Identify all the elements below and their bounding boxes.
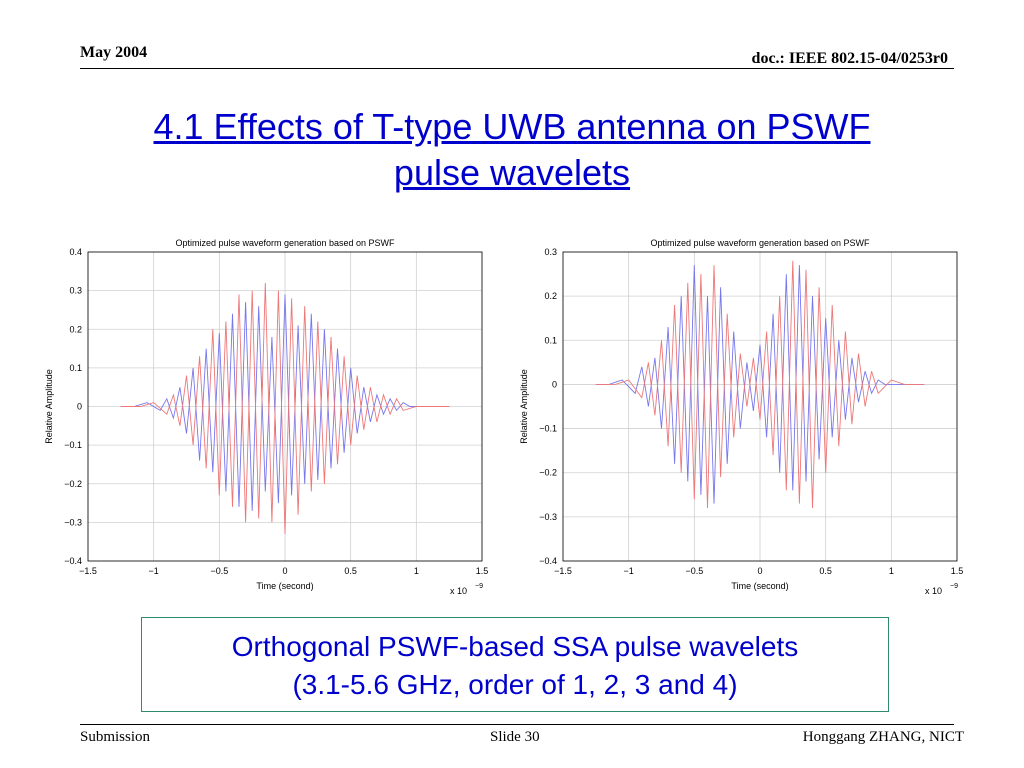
y-tick-label: 0.1 <box>69 363 82 373</box>
header-date: May 2004 <box>80 44 148 61</box>
chart-left: Optimized pulse waveform generation base… <box>40 230 490 600</box>
x-multiplier-label: x 10 <box>450 586 467 596</box>
x-tick-label: 0 <box>282 566 287 576</box>
x-tick-label: −1.5 <box>554 566 572 576</box>
slide-title-line2: pulse wavelets <box>393 152 631 193</box>
y-axis-label: Relative Amplitude <box>519 369 529 444</box>
series-line-2 <box>595 260 925 509</box>
footer-divider <box>80 724 954 725</box>
y-tick-label: −0.3 <box>64 517 82 527</box>
caption-box: Orthogonal PSWF-based SSA pulse wavelets… <box>141 617 889 712</box>
x-axis-label: Time (second) <box>731 581 788 591</box>
y-tick-label: 0.3 <box>69 286 82 296</box>
x-axis-label: Time (second) <box>256 581 313 591</box>
x-tick-label: 0.5 <box>819 566 832 576</box>
y-tick-label: 0.4 <box>69 247 82 257</box>
y-tick-label: −0.2 <box>539 468 557 478</box>
y-tick-label: −0.1 <box>539 424 557 434</box>
x-tick-label: 0.5 <box>344 566 357 576</box>
y-tick-label: −0.4 <box>539 556 557 566</box>
caption-line1: Orthogonal PSWF-based SSA pulse wavelets <box>231 631 799 662</box>
y-tick-label: 0.2 <box>544 291 557 301</box>
footer-submission: Submission <box>80 729 151 745</box>
chart-left-svg: Optimized pulse waveform generation base… <box>44 238 489 596</box>
x-tick-label: 1 <box>889 566 894 576</box>
footer-slide-number: Slide 30 <box>490 729 540 745</box>
x-tick-label: −0.5 <box>685 566 703 576</box>
chart-title: Optimized pulse waveform generation base… <box>650 238 870 248</box>
x-multiplier-exponent: −9 <box>475 583 483 590</box>
x-tick-label: 1.5 <box>951 566 964 576</box>
plot-frame <box>87 251 483 562</box>
y-axis-label: Relative Amplitude <box>44 369 54 444</box>
y-tick-label: −0.4 <box>64 556 82 566</box>
x-multiplier-exponent: −9 <box>950 583 958 590</box>
y-tick-label: 0.2 <box>69 324 82 334</box>
x-tick-label: −0.5 <box>210 566 228 576</box>
caption-line2: (3.1-5.6 GHz, order of 1, 2, 3 and 4) <box>292 669 738 700</box>
x-tick-label: −1 <box>149 566 159 576</box>
footer-author: Honggang ZHANG, NICT <box>802 729 964 745</box>
series-line-1 <box>120 294 450 511</box>
y-tick-label: 0.3 <box>544 247 557 257</box>
header-doc-id: doc.: IEEE 802.15-04/0253r0 <box>751 50 948 67</box>
series-line-1 <box>595 265 925 504</box>
y-tick-label: 0 <box>77 402 82 412</box>
y-tick-label: −0.1 <box>64 440 82 450</box>
x-tick-label: 0 <box>757 566 762 576</box>
x-tick-label: 1 <box>414 566 419 576</box>
slide-title: 4.1 Effects of T-type UWB antenna on PSW… <box>60 104 964 196</box>
slide-title-line1: 4.1 Effects of T-type UWB antenna on PSW… <box>153 106 871 147</box>
x-tick-label: −1 <box>624 566 634 576</box>
y-tick-label: 0.1 <box>544 335 557 345</box>
plot-frame <box>562 251 958 562</box>
chart-right-svg: Optimized pulse waveform generation base… <box>519 238 964 596</box>
x-tick-label: 1.5 <box>476 566 489 576</box>
header-divider <box>80 68 954 69</box>
x-tick-label: −1.5 <box>79 566 97 576</box>
x-multiplier-label: x 10 <box>925 586 942 596</box>
chart-title: Optimized pulse waveform generation base… <box>175 238 395 248</box>
chart-right: Optimized pulse waveform generation base… <box>515 230 965 600</box>
y-tick-label: −0.2 <box>64 479 82 489</box>
series-line-2 <box>120 282 450 535</box>
y-tick-label: −0.3 <box>539 512 557 522</box>
y-tick-label: 0 <box>552 379 557 389</box>
